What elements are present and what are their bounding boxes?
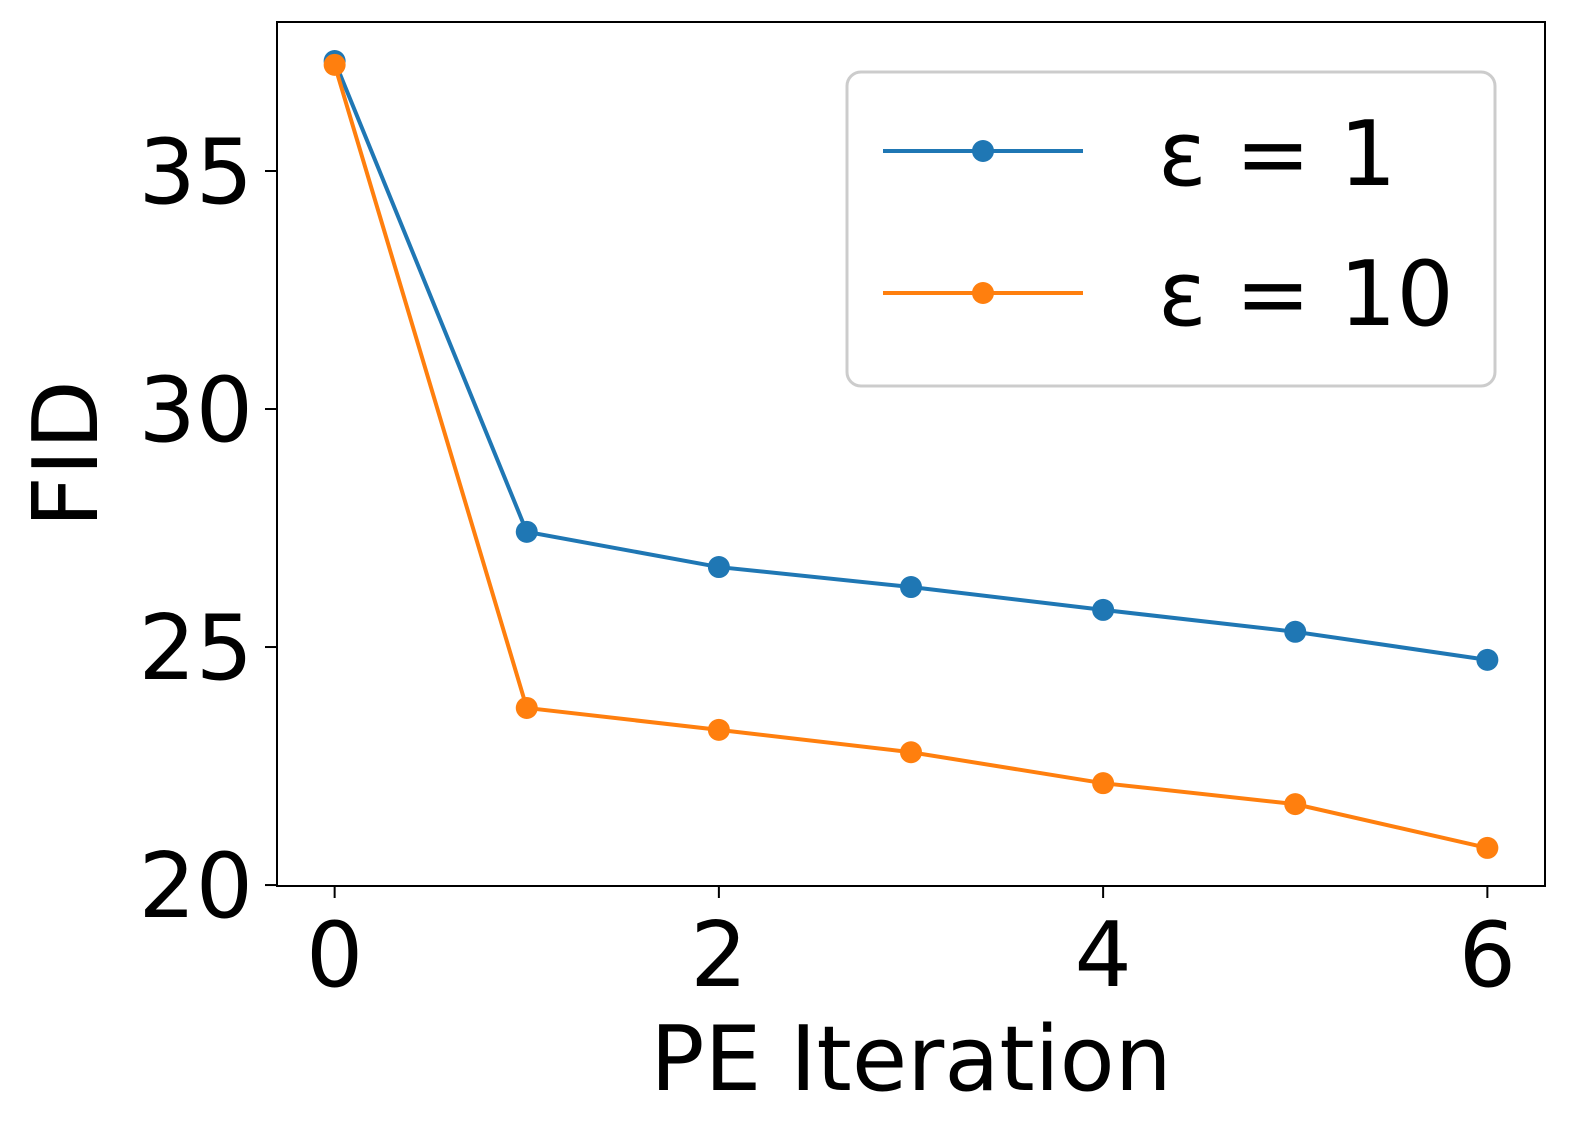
y-tick-label: 20: [138, 834, 253, 939]
plot-frame: [276, 21, 1546, 887]
x-tick-label: 4: [1074, 903, 1131, 1008]
legend-marker-eps1: [972, 140, 994, 162]
data-point: [707, 556, 730, 579]
legend-marker-eps10: [972, 282, 994, 304]
data-point: [1284, 793, 1307, 816]
data-point: [1092, 772, 1115, 795]
x-tick-label: 0: [306, 903, 363, 1008]
x-tick-label: 2: [690, 903, 747, 1008]
data-point: [1284, 620, 1307, 643]
legend-label-eps10: ε = 10: [1158, 242, 1454, 347]
legend-label-eps1: ε = 1: [1158, 102, 1397, 207]
x-tick-label: 6: [1459, 903, 1516, 1008]
y-tick-label: 30: [138, 358, 253, 463]
data-point: [515, 696, 538, 719]
y-tick-label: 25: [138, 596, 253, 701]
data-point: [323, 53, 346, 76]
data-point: [515, 520, 538, 543]
data-point: [1476, 836, 1499, 859]
y-axis-label: FID: [14, 380, 119, 528]
y-tick-label: 35: [138, 120, 253, 225]
data-point: [900, 741, 922, 764]
x-axis-label: PE Iteration: [650, 1007, 1172, 1112]
legend: ε = 1 ε = 10: [845, 70, 1497, 388]
data-point: [1092, 598, 1115, 621]
data-point: [707, 718, 730, 741]
data-point: [900, 576, 922, 599]
data-point: [1476, 648, 1499, 671]
